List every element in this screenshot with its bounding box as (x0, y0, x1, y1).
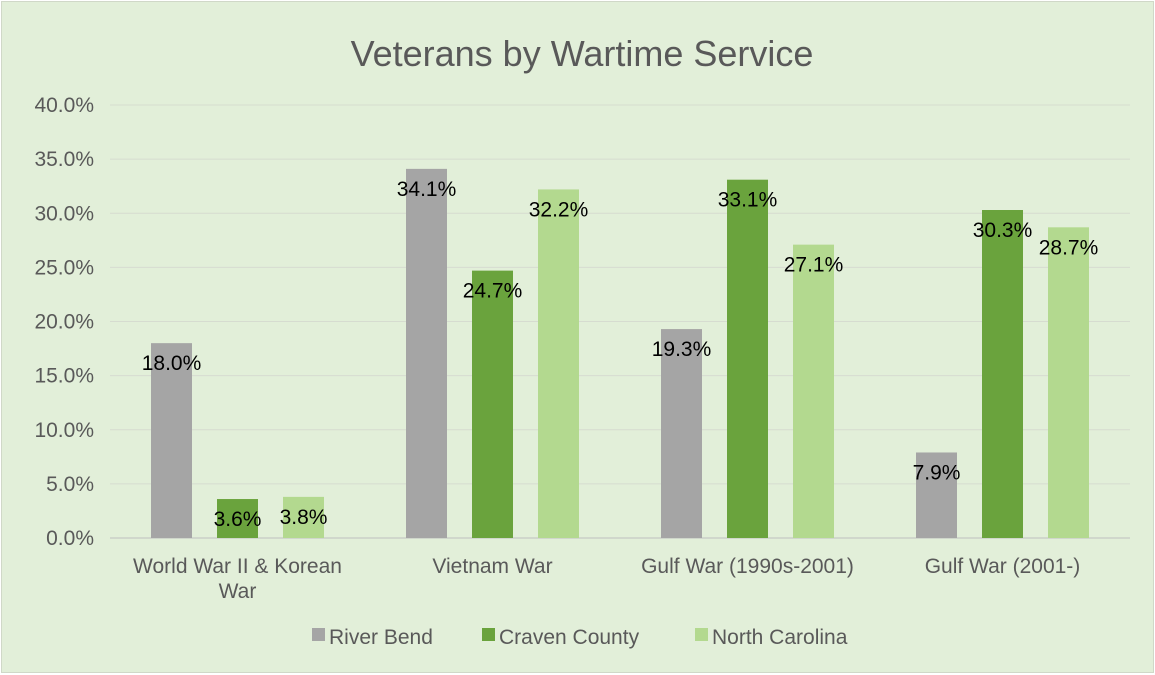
y-tick-label: 30.0% (34, 202, 94, 225)
y-tick-label: 15.0% (34, 365, 94, 388)
data-label: 7.9% (913, 461, 961, 484)
legend-item: North Carolina (695, 626, 848, 649)
y-tick-label: 35.0% (34, 148, 94, 171)
bar (472, 270, 513, 538)
y-tick-label: 5.0% (46, 473, 94, 496)
data-label: 18.0% (142, 352, 202, 375)
y-axis-ticks: 0.0% 5.0% 10.0% 15.0% 20.0% 25.0% 30.0% 35.0% 40… (34, 94, 94, 550)
y-tick-label: 0.0% (46, 527, 94, 550)
y-tick-label: 10.0% (34, 419, 94, 442)
bar (538, 189, 579, 538)
y-tick-label: 40.0% (34, 94, 94, 117)
legend-label: Craven County (499, 626, 640, 649)
legend-swatch (482, 628, 495, 641)
bar (727, 179, 768, 538)
bar (283, 496, 324, 538)
data-label: 3.8% (280, 506, 328, 529)
bar (1048, 227, 1089, 538)
legend-item: Craven County (482, 626, 640, 649)
legend-swatch (695, 628, 708, 641)
data-label: 30.3% (973, 219, 1033, 242)
bar (151, 343, 192, 538)
legend-swatch (312, 628, 325, 641)
bar (982, 210, 1023, 538)
x-tick-label: World War II & Korean War (133, 555, 342, 603)
gridlines (110, 104, 1130, 539)
bar (661, 329, 702, 538)
y-tick-label: 25.0% (34, 256, 94, 279)
bar (217, 499, 258, 538)
data-label: 33.1% (718, 189, 778, 212)
x-tick-label: Vietnam War (432, 555, 552, 578)
data-label: 24.7% (463, 280, 523, 303)
legend: River Bend Craven County North Carolina (312, 626, 848, 649)
bar (916, 452, 957, 538)
x-axis-categories: World War II & Korean War Vietnam War Gulf … (133, 555, 1080, 603)
data-label: 34.1% (397, 178, 457, 201)
data-label: 32.2% (529, 198, 589, 221)
data-label: 19.3% (652, 338, 712, 361)
data-labels: 18.0% 34.1% 19.3% 7.9% 3.6% 24.7% 33.1% 30.3% 3.… (142, 178, 1099, 531)
chart-title: Veterans by Wartime Service (351, 33, 814, 74)
x-tick-label: Gulf War (1990s-2001) (641, 555, 854, 578)
data-label: 28.7% (1039, 236, 1099, 259)
x-tick-label: Gulf War (2001-) (925, 555, 1081, 578)
data-label: 27.1% (784, 254, 844, 277)
bars (151, 168, 1089, 538)
bar (793, 244, 834, 538)
bar (406, 168, 447, 538)
legend-label: River Bend (329, 626, 433, 649)
y-tick-label: 20.0% (34, 311, 94, 334)
legend-item: River Bend (312, 626, 433, 649)
data-label: 3.6% (214, 508, 262, 531)
legend-label: North Carolina (712, 626, 848, 649)
